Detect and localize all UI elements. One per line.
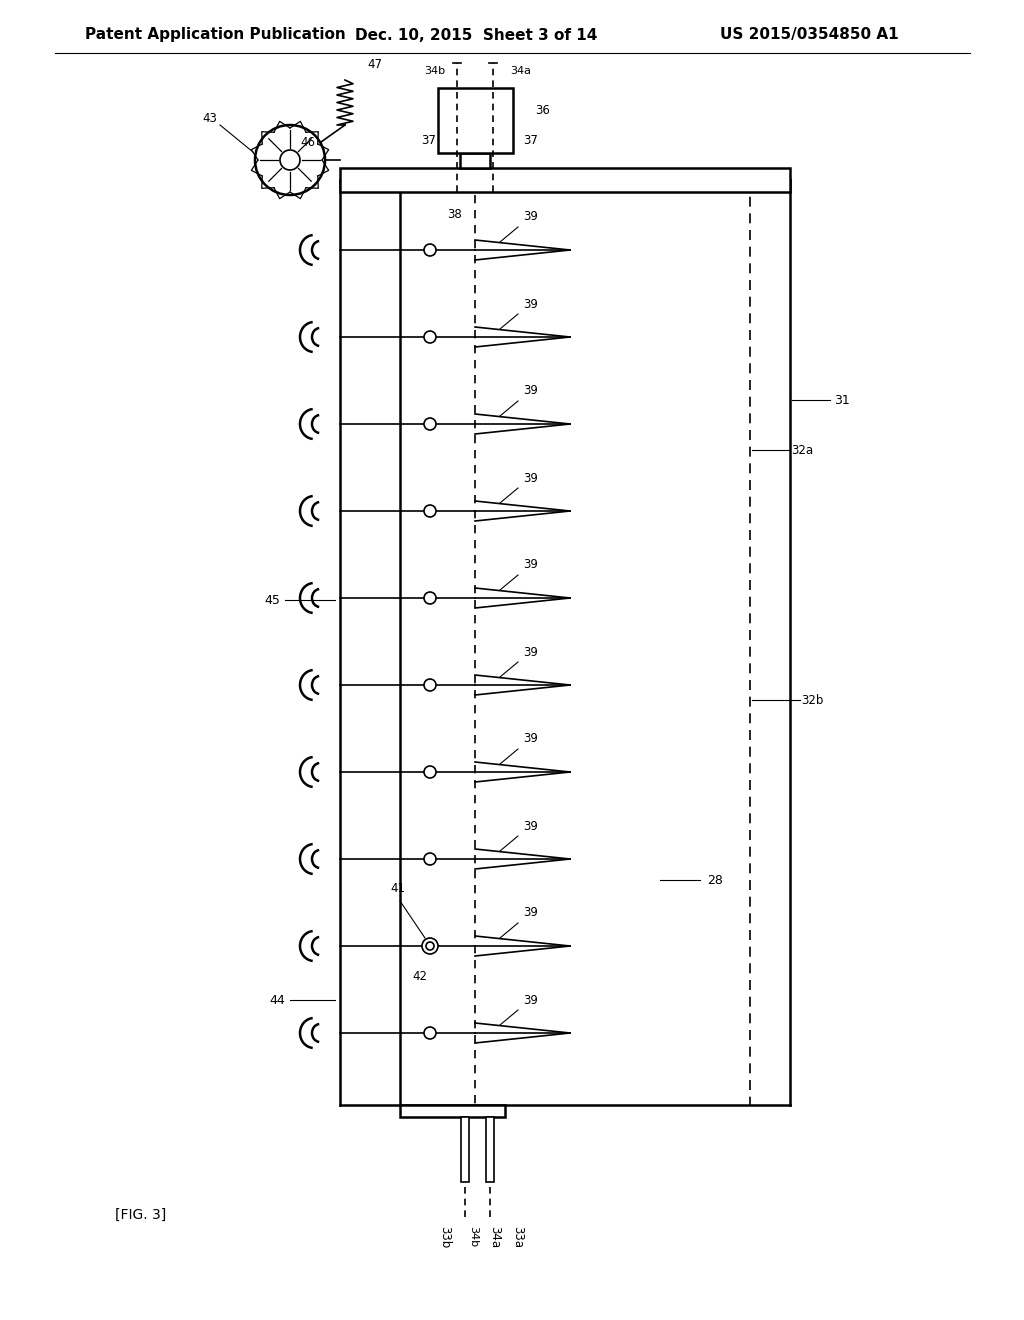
Circle shape bbox=[424, 331, 436, 343]
Text: 39: 39 bbox=[523, 733, 539, 746]
Text: 43: 43 bbox=[203, 111, 217, 124]
Circle shape bbox=[424, 1027, 436, 1039]
Text: Patent Application Publication: Patent Application Publication bbox=[85, 28, 346, 42]
Text: 39: 39 bbox=[523, 384, 539, 397]
Text: 42: 42 bbox=[413, 969, 427, 982]
Text: 39: 39 bbox=[523, 210, 539, 223]
Text: 33a: 33a bbox=[512, 1226, 524, 1247]
Text: 32a: 32a bbox=[791, 444, 813, 457]
Text: 32b: 32b bbox=[801, 693, 823, 706]
Bar bbox=[437, 88, 512, 153]
Text: Dec. 10, 2015  Sheet 3 of 14: Dec. 10, 2015 Sheet 3 of 14 bbox=[355, 28, 597, 42]
Text: 31: 31 bbox=[835, 393, 850, 407]
Text: 37: 37 bbox=[523, 135, 539, 148]
Circle shape bbox=[424, 678, 436, 690]
Circle shape bbox=[424, 853, 436, 865]
Text: 44: 44 bbox=[269, 994, 285, 1006]
Bar bbox=[400, 1105, 505, 1117]
Text: 28: 28 bbox=[707, 874, 723, 887]
Text: 33b: 33b bbox=[438, 1226, 452, 1249]
Text: 39: 39 bbox=[523, 907, 539, 920]
Circle shape bbox=[424, 940, 436, 952]
Text: 46: 46 bbox=[300, 136, 315, 149]
Text: 39: 39 bbox=[523, 645, 539, 659]
Circle shape bbox=[424, 506, 436, 517]
Bar bbox=[460, 153, 490, 168]
Bar bbox=[461, 1117, 469, 1181]
Text: 39: 39 bbox=[523, 558, 539, 572]
Circle shape bbox=[424, 418, 436, 430]
Text: [FIG. 3]: [FIG. 3] bbox=[115, 1208, 166, 1222]
Text: 34b: 34b bbox=[424, 66, 445, 77]
Bar bbox=[486, 1117, 494, 1181]
Text: 39: 39 bbox=[523, 994, 539, 1006]
Circle shape bbox=[424, 591, 436, 605]
Text: 39: 39 bbox=[523, 471, 539, 484]
Circle shape bbox=[424, 766, 436, 777]
Text: 38: 38 bbox=[447, 209, 463, 222]
Circle shape bbox=[424, 244, 436, 256]
Text: 45: 45 bbox=[264, 594, 280, 606]
Bar bbox=[340, 168, 790, 191]
Text: US 2015/0354850 A1: US 2015/0354850 A1 bbox=[720, 28, 899, 42]
Circle shape bbox=[422, 939, 438, 954]
Text: 39: 39 bbox=[523, 820, 539, 833]
Text: 37: 37 bbox=[422, 135, 436, 148]
Text: 41: 41 bbox=[390, 882, 406, 895]
Text: 39: 39 bbox=[523, 297, 539, 310]
Text: 34b: 34b bbox=[468, 1226, 478, 1247]
Text: 34a: 34a bbox=[511, 66, 531, 77]
Text: 36: 36 bbox=[536, 104, 550, 117]
Text: 34a: 34a bbox=[488, 1226, 502, 1249]
Text: 47: 47 bbox=[368, 58, 383, 71]
